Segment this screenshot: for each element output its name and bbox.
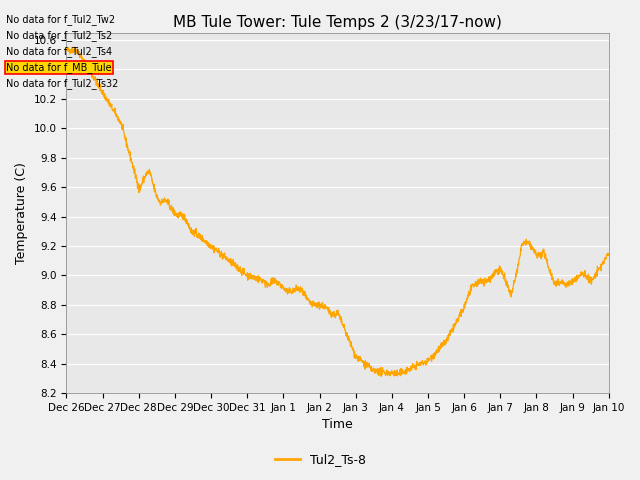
X-axis label: Time: Time [322,419,353,432]
Text: No data for f_Tul2_Ts2: No data for f_Tul2_Ts2 [6,30,113,41]
Title: MB Tule Tower: Tule Temps 2 (3/23/17-now): MB Tule Tower: Tule Temps 2 (3/23/17-now… [173,15,502,30]
Text: No data for f_Tul2_Tw2: No data for f_Tul2_Tw2 [6,14,116,25]
Legend: Tul2_Ts-8: Tul2_Ts-8 [269,448,371,471]
Text: No data for f_MB_Tule: No data for f_MB_Tule [6,62,112,73]
Text: No data for f_Tul2_Ts4: No data for f_Tul2_Ts4 [6,46,113,57]
Text: No data for f_Tul2_Ts32: No data for f_Tul2_Ts32 [6,78,119,89]
Y-axis label: Temperature (C): Temperature (C) [15,162,28,264]
